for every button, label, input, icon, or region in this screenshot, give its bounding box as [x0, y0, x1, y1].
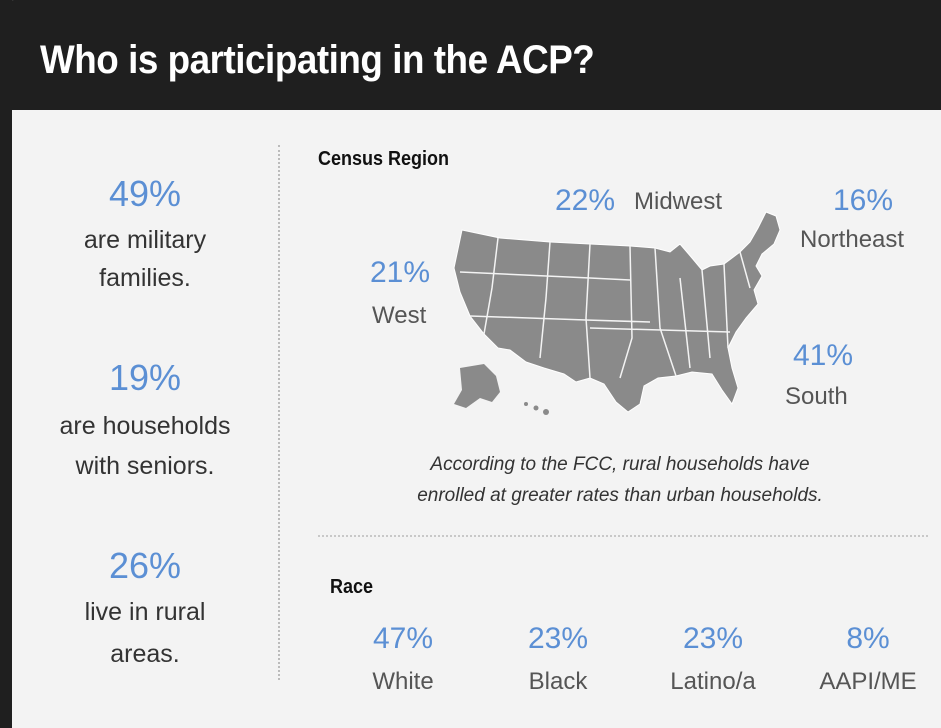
race-name: Black [528, 668, 588, 695]
race-value: 23% [682, 622, 744, 655]
race-value: 23% [527, 622, 589, 655]
note: enrolled at greater rates than urban hou… [417, 485, 823, 506]
stat-text: with seniors. [75, 452, 215, 480]
region-value: 41% [793, 339, 854, 372]
region-name: Midwest [634, 188, 723, 215]
section-heading: Census Region [318, 148, 450, 170]
region-value: 21% [370, 256, 431, 289]
state-lines [459, 237, 751, 379]
stat-text: are households [59, 412, 231, 440]
hawaii [524, 402, 549, 415]
section-heading: Race [330, 576, 374, 598]
race-value: 8% [846, 622, 890, 655]
map-shape [453, 211, 781, 413]
race-name: AAPI/ME [819, 668, 917, 695]
stat-value: 26% [108, 545, 182, 586]
stat-value: 19% [108, 357, 182, 398]
stat-text: live in rural [84, 598, 206, 626]
stat-text: families. [99, 264, 191, 292]
race-value: 47% [372, 622, 434, 655]
header: Who is participating in the ACP? [12, 0, 941, 110]
race-name: White [372, 668, 434, 695]
stat-value: 49% [108, 173, 182, 214]
region-name: Northeast [800, 226, 905, 253]
alaska [454, 364, 500, 408]
stat-text: areas. [110, 640, 180, 668]
region-value: 16% [833, 184, 894, 217]
race-name: Latino/a [670, 668, 756, 695]
stat-text: are military [83, 226, 207, 254]
region-name: West [372, 302, 427, 329]
divider [318, 535, 928, 537]
note: According to the FCC, rural households h… [430, 454, 810, 475]
us-map [453, 211, 781, 415]
divider [278, 145, 280, 680]
region-value: 22% [555, 184, 616, 217]
region-name: South [785, 383, 848, 410]
title: Who is participating in the ACP? [40, 38, 595, 82]
